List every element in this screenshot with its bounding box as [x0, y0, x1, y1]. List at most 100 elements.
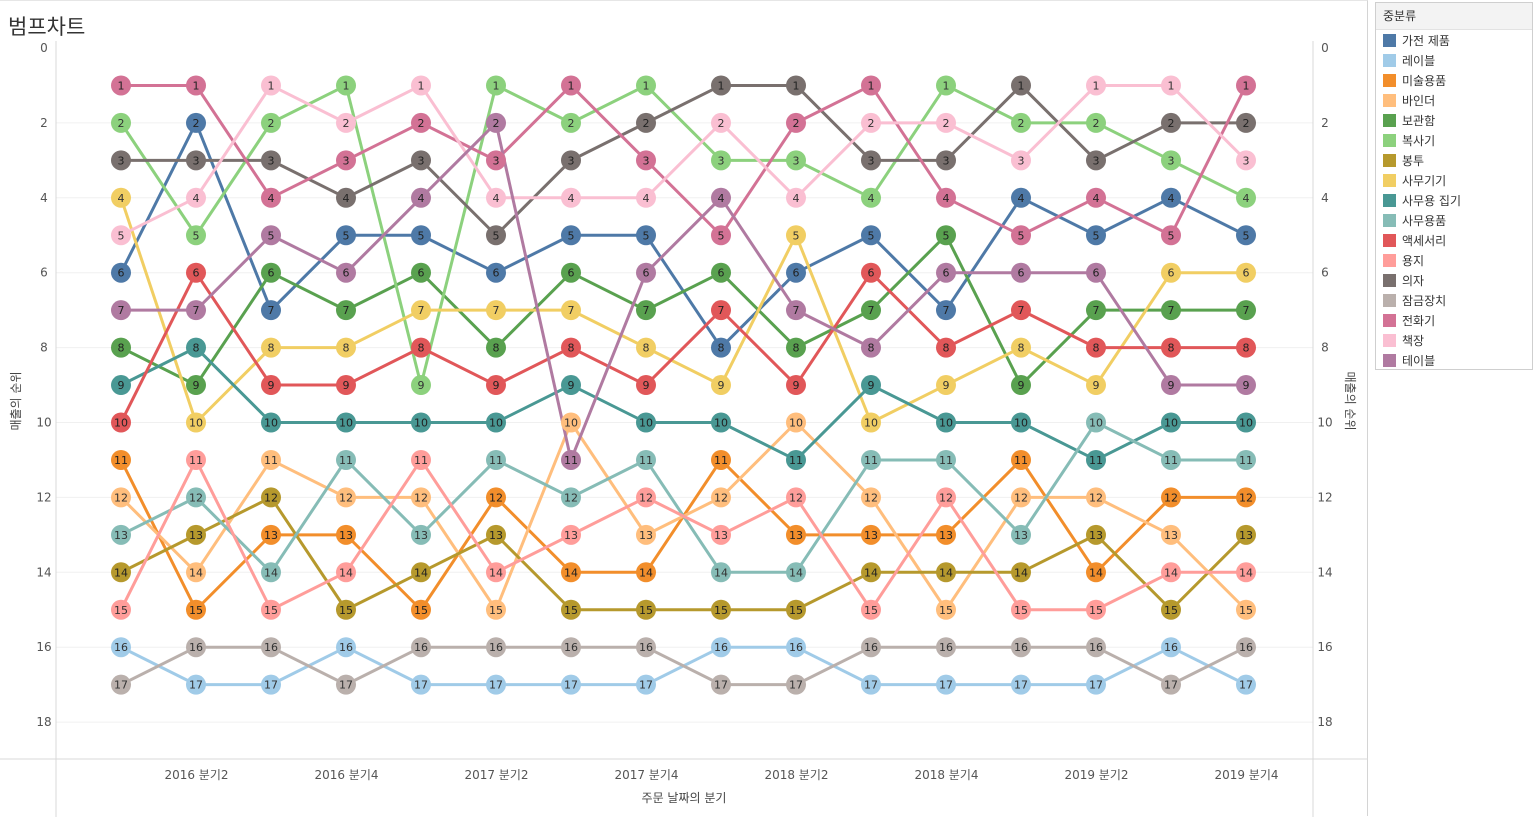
rank-marker[interactable] — [336, 150, 356, 171]
rank-marker[interactable] — [561, 524, 581, 545]
rank-marker[interactable] — [186, 599, 206, 620]
rank-marker[interactable] — [186, 187, 206, 208]
rank-marker[interactable] — [1011, 562, 1031, 583]
rank-marker[interactable] — [711, 487, 731, 508]
rank-marker[interactable] — [1161, 375, 1181, 396]
rank-marker[interactable] — [636, 300, 656, 321]
rank-marker[interactable] — [186, 337, 206, 358]
rank-marker[interactable] — [1236, 187, 1256, 208]
rank-marker[interactable] — [186, 637, 206, 658]
rank-marker[interactable] — [261, 150, 281, 171]
rank-marker[interactable] — [186, 562, 206, 583]
rank-marker[interactable] — [486, 150, 506, 171]
rank-marker[interactable] — [711, 150, 731, 171]
rank-marker[interactable] — [711, 599, 731, 620]
rank-marker[interactable] — [486, 262, 506, 283]
rank-marker[interactable] — [261, 300, 281, 321]
rank-marker[interactable] — [861, 524, 881, 545]
rank-marker[interactable] — [711, 187, 731, 208]
rank-marker[interactable] — [1236, 375, 1256, 396]
rank-marker[interactable] — [336, 674, 356, 695]
rank-marker[interactable] — [711, 412, 731, 433]
rank-marker[interactable] — [1086, 150, 1106, 171]
rank-marker[interactable] — [636, 524, 656, 545]
rank-marker[interactable] — [486, 449, 506, 470]
rank-marker[interactable] — [861, 300, 881, 321]
rank-marker[interactable] — [786, 150, 806, 171]
rank-marker[interactable] — [336, 599, 356, 620]
rank-marker[interactable] — [786, 337, 806, 358]
rank-marker[interactable] — [411, 300, 431, 321]
rank-marker[interactable] — [786, 112, 806, 133]
legend-item[interactable]: 가전 제품 — [1376, 30, 1532, 50]
rank-marker[interactable] — [1011, 449, 1031, 470]
rank-marker[interactable] — [261, 487, 281, 508]
legend-item[interactable]: 용지 — [1376, 250, 1532, 270]
rank-marker[interactable] — [711, 524, 731, 545]
rank-marker[interactable] — [561, 262, 581, 283]
rank-marker[interactable] — [111, 412, 131, 433]
rank-marker[interactable] — [1161, 637, 1181, 658]
rank-marker[interactable] — [561, 300, 581, 321]
rank-marker[interactable] — [711, 300, 731, 321]
rank-marker[interactable] — [261, 637, 281, 658]
rank-marker[interactable] — [336, 187, 356, 208]
rank-marker[interactable] — [1086, 599, 1106, 620]
rank-marker[interactable] — [1011, 375, 1031, 396]
rank-marker[interactable] — [111, 225, 131, 246]
rank-marker[interactable] — [711, 112, 731, 133]
rank-marker[interactable] — [1086, 187, 1106, 208]
legend-item[interactable]: 잠금장치 — [1376, 290, 1532, 310]
rank-marker[interactable] — [711, 449, 731, 470]
rank-marker[interactable] — [1011, 300, 1031, 321]
series-line[interactable] — [119, 645, 1248, 687]
rank-marker[interactable] — [336, 562, 356, 583]
rank-marker[interactable] — [486, 75, 506, 96]
rank-marker[interactable] — [936, 150, 956, 171]
rank-marker[interactable] — [411, 487, 431, 508]
rank-marker[interactable] — [186, 262, 206, 283]
rank-marker[interactable] — [711, 637, 731, 658]
rank-marker[interactable] — [561, 337, 581, 358]
rank-marker[interactable] — [486, 562, 506, 583]
rank-marker[interactable] — [1086, 674, 1106, 695]
rank-marker[interactable] — [1236, 262, 1256, 283]
rank-marker[interactable] — [561, 487, 581, 508]
rank-marker[interactable] — [786, 524, 806, 545]
rank-marker[interactable] — [486, 524, 506, 545]
legend-item[interactable]: 책장 — [1376, 330, 1532, 350]
rank-marker[interactable] — [636, 337, 656, 358]
rank-marker[interactable] — [1086, 300, 1106, 321]
rank-marker[interactable] — [261, 375, 281, 396]
rank-marker[interactable] — [861, 75, 881, 96]
rank-marker[interactable] — [186, 412, 206, 433]
rank-marker[interactable] — [1236, 487, 1256, 508]
rank-marker[interactable] — [636, 599, 656, 620]
rank-marker[interactable] — [336, 300, 356, 321]
series-line[interactable] — [119, 495, 1248, 612]
rank-marker[interactable] — [561, 75, 581, 96]
rank-marker[interactable] — [411, 674, 431, 695]
rank-marker[interactable] — [486, 637, 506, 658]
legend-item[interactable]: 테이블 — [1376, 350, 1532, 370]
rank-marker[interactable] — [411, 112, 431, 133]
rank-marker[interactable] — [936, 337, 956, 358]
rank-marker[interactable] — [1236, 112, 1256, 133]
rank-marker[interactable] — [561, 412, 581, 433]
rank-marker[interactable] — [1161, 412, 1181, 433]
rank-marker[interactable] — [786, 412, 806, 433]
rank-marker[interactable] — [1086, 375, 1106, 396]
rank-marker[interactable] — [936, 412, 956, 433]
rank-marker[interactable] — [786, 637, 806, 658]
rank-marker[interactable] — [786, 562, 806, 583]
rank-marker[interactable] — [936, 524, 956, 545]
rank-marker[interactable] — [1011, 524, 1031, 545]
series-line[interactable] — [119, 233, 1248, 387]
rank-marker[interactable] — [636, 262, 656, 283]
rank-marker[interactable] — [636, 412, 656, 433]
rank-marker[interactable] — [1011, 75, 1031, 96]
rank-marker[interactable] — [411, 637, 431, 658]
rank-marker[interactable] — [636, 150, 656, 171]
rank-marker[interactable] — [411, 412, 431, 433]
